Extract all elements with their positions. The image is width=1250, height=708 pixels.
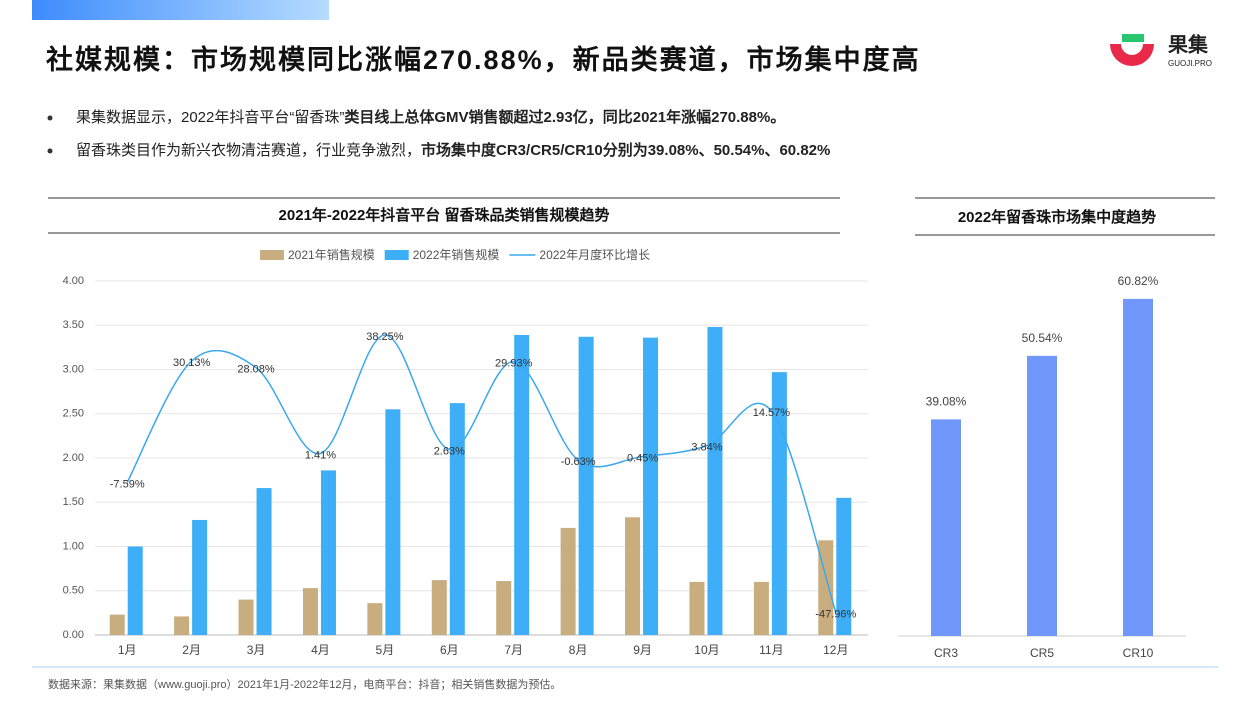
- data-label: 30.13%: [173, 357, 211, 369]
- bar: [771, 372, 787, 635]
- bullet-text: 果集数据显示，2022年抖音平台“留香珠”: [76, 109, 344, 126]
- bar: [643, 337, 659, 635]
- bullet-text: 留香珠类目作为新兴衣物清洁赛道，行业竞争激烈，: [76, 141, 421, 159]
- bar: [625, 517, 641, 635]
- bar: [836, 497, 852, 635]
- bullet-bold: 类目线上总体GMV销售额超过2.93亿，同比2021年涨幅270.88%。: [344, 108, 785, 126]
- x-tick-label: CR10: [1123, 646, 1154, 660]
- x-tick-label: 2月: [182, 643, 201, 657]
- bar: [514, 334, 530, 635]
- data-label: 50.54%: [1022, 331, 1063, 345]
- data-label: 1.41%: [305, 449, 336, 461]
- logo-icon: [1122, 34, 1144, 42]
- y-tick-label: 2.00: [63, 452, 84, 464]
- bar: [109, 614, 125, 635]
- bar: [174, 616, 190, 635]
- data-label: 29.93%: [495, 358, 533, 370]
- x-tick-label: 1月: [118, 643, 137, 657]
- x-tick-label: CR3: [934, 646, 958, 660]
- bar: [1123, 298, 1153, 636]
- footer: 数据来源：果集数据（www.guoji.pro）2021年1月-2022年12月…: [48, 677, 561, 691]
- data-label: 39.08%: [926, 395, 967, 409]
- y-tick-label: 1.50: [63, 496, 84, 508]
- data-label: -0.63%: [561, 456, 596, 468]
- x-tick-label: 6月: [440, 643, 459, 657]
- bar: [367, 603, 383, 635]
- y-tick-label: 0.50: [63, 585, 84, 597]
- legend-swatch: [260, 250, 284, 260]
- bar: [689, 581, 705, 635]
- bar: [753, 581, 769, 635]
- data-label: 2.63%: [434, 445, 465, 457]
- bar: [302, 588, 318, 635]
- logo-icon: [1110, 44, 1154, 66]
- chart-title: 2021年-2022年抖音平台 留香珠品类销售规模趋势: [279, 206, 610, 224]
- bar: [256, 488, 272, 635]
- bullet: 留香珠类目作为新兴衣物清洁赛道，行业竞争激烈，市场集中度CR3/CR5/CR10…: [76, 141, 830, 159]
- data-label: 14.57%: [753, 407, 791, 419]
- x-tick-label: 8月: [569, 643, 588, 657]
- bullet-bold: 市场集中度CR3/CR5/CR10分别为39.08%、50.54%、60.82%: [421, 141, 830, 159]
- x-tick-label: 11月: [759, 643, 783, 657]
- bar: [238, 599, 254, 635]
- legend-label: 2022年销售规模: [413, 247, 500, 262]
- y-tick-label: 3.00: [63, 363, 84, 375]
- y-tick-label: 3.50: [63, 319, 84, 331]
- bullet: 果集数据显示，2022年抖音平台“留香珠”类目线上总体GMV销售额超过2.93亿…: [76, 108, 785, 126]
- x-tick-label: 7月: [504, 643, 523, 657]
- data-label: 3.84%: [691, 442, 722, 454]
- bar: [385, 409, 401, 635]
- legend-label: 2022年月度环比增长: [539, 247, 650, 262]
- logo: 果集: [1168, 32, 1209, 56]
- y-tick-label: 4.00: [63, 275, 84, 287]
- bar: [707, 327, 723, 635]
- bar: [560, 527, 576, 635]
- bar: [1027, 355, 1057, 636]
- chart-title: 2022年留香珠市场集中度趋势: [958, 208, 1156, 226]
- x-tick-label: 3月: [247, 643, 266, 657]
- data-label: 28.08%: [237, 364, 275, 376]
- data-label: 38.25%: [366, 331, 404, 343]
- y-tick-label: 1.00: [63, 540, 84, 552]
- line-series: [126, 334, 837, 613]
- x-tick-label: CR5: [1030, 646, 1054, 660]
- bullet-dot: [47, 115, 53, 121]
- bar: [192, 519, 208, 635]
- data-label: 0.45%: [627, 452, 658, 464]
- x-tick-label: 9月: [633, 643, 652, 657]
- x-tick-label: 5月: [376, 643, 395, 657]
- data-label: -7.59%: [110, 478, 145, 490]
- data-label: 60.82%: [1118, 274, 1159, 288]
- bar: [931, 419, 961, 636]
- bar: [431, 580, 447, 635]
- bar: [127, 546, 143, 635]
- data-label: -47.96%: [815, 608, 856, 620]
- legend-swatch: [384, 250, 409, 260]
- legend-label: 2021年销售规模: [288, 247, 375, 262]
- logo-sub: GUOJI.PRO: [1168, 59, 1212, 68]
- bar: [320, 470, 336, 635]
- bullet-dot: [47, 148, 53, 154]
- slide-title: 社媒规模：市场规模同比涨幅270.88%，新品类赛道，市场集中度高: [46, 44, 921, 75]
- x-tick-label: 12月: [823, 643, 848, 657]
- y-tick-label: 0.00: [63, 629, 84, 641]
- y-tick-label: 2.50: [63, 408, 84, 420]
- header-bar: [32, 0, 329, 20]
- bar: [449, 403, 465, 635]
- bar: [578, 336, 594, 635]
- x-tick-label: 10月: [694, 643, 719, 657]
- bar: [496, 581, 512, 635]
- x-tick-label: 4月: [311, 643, 330, 657]
